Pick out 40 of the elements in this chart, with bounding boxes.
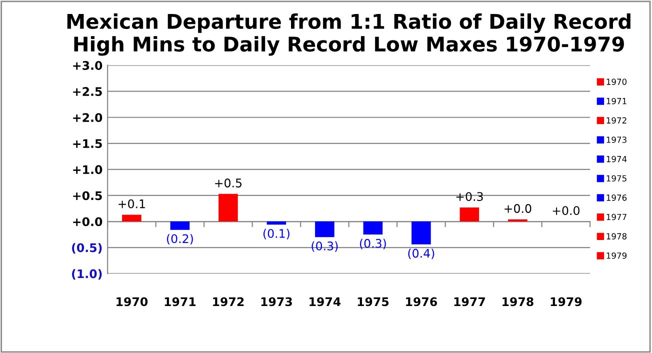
y-tick-label: +1.0 xyxy=(73,165,102,174)
data-label: +0.0 xyxy=(504,204,532,213)
legend-label: 1973 xyxy=(606,136,626,143)
x-tick-label: 1974 xyxy=(310,297,341,306)
x-tick-label: 1975 xyxy=(358,297,389,306)
legend-label: 1974 xyxy=(606,156,627,162)
y-tick-label: +2.0 xyxy=(73,113,102,122)
data-label: +0.5 xyxy=(215,178,242,188)
y-tick-label: +0.0 xyxy=(73,217,102,226)
data-label: (0.4) xyxy=(408,248,434,260)
legend-label: 1979 xyxy=(606,252,627,259)
y-tick-label: (1.0) xyxy=(72,269,102,280)
legend-label: 1971 xyxy=(606,98,626,104)
data-label: +0.0 xyxy=(552,206,580,216)
chart-title: Mexican Departure from 1:1 Ratio of Daily Record High Mins to Daily Record Low Maxes 1970-1979 xyxy=(67,13,630,56)
y-tick-label: +3.0 xyxy=(73,61,102,70)
legend-label: 1972 xyxy=(606,117,626,124)
data-label: (0.2) xyxy=(166,234,193,245)
x-tick-label: 1971 xyxy=(164,297,196,306)
y-tick-label: +1.5 xyxy=(73,139,102,148)
data-label: (0.3) xyxy=(312,241,338,252)
data-label: +0.1 xyxy=(118,199,145,208)
x-tick-label: 1976 xyxy=(406,297,437,306)
x-tick-label: 1970 xyxy=(116,297,148,306)
legend-label: 1978 xyxy=(606,233,627,240)
legend-label: 1970 xyxy=(606,78,627,85)
x-tick-label: 1973 xyxy=(261,297,292,306)
legend-label: 1976 xyxy=(606,194,627,201)
y-tick-label: (0.5) xyxy=(72,243,102,254)
x-tick-label: 1977 xyxy=(454,297,485,306)
data-label: (0.3) xyxy=(360,238,386,250)
legend-label: 1975 xyxy=(606,175,626,182)
data-label: +0.3 xyxy=(456,192,483,201)
data-label: (0.1) xyxy=(263,228,290,240)
x-tick-label: 1979 xyxy=(550,297,582,306)
y-tick-label: +0.5 xyxy=(73,191,102,200)
y-tick-label: +2.5 xyxy=(73,87,102,96)
x-tick-label: 1972 xyxy=(213,297,244,306)
legend-label: 1977 xyxy=(606,214,626,220)
x-tick-label: 1978 xyxy=(502,297,534,306)
